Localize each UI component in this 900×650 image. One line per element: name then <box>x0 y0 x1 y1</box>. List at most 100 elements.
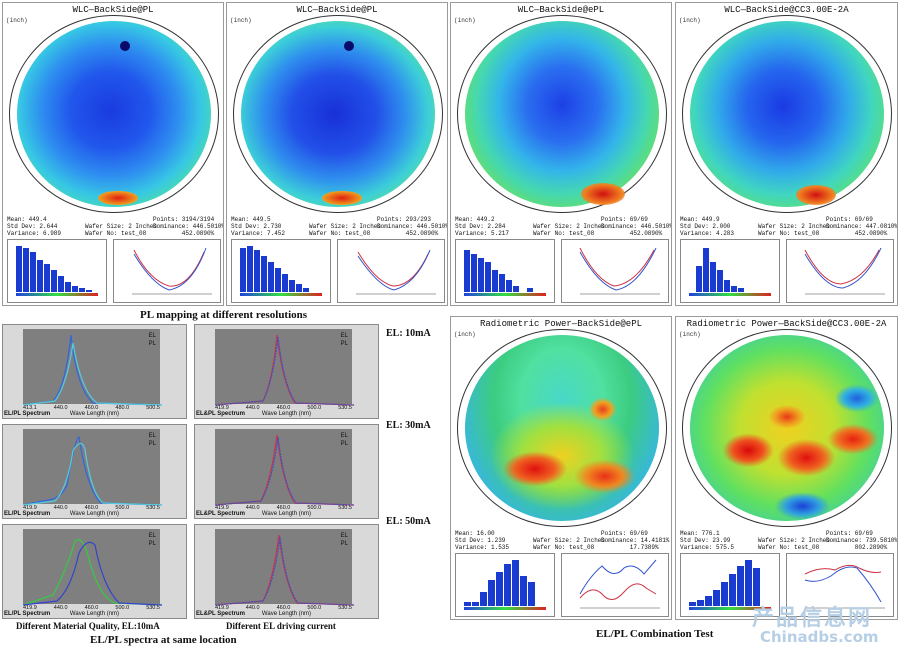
spectrum-svg <box>23 334 162 406</box>
spectrum-legend: EL PL <box>149 532 156 548</box>
stats-right: Points: 69/69 Dominance: 446.5010% 452.0… <box>601 216 672 237</box>
label-el-50ma: EL: 50mA <box>386 516 431 527</box>
watermark-logo-en: Chinadbs.com <box>760 628 879 646</box>
stats-block: Mean: 449.4 Std Dev: 2.644 Variance: 6.9… <box>7 216 62 237</box>
radiometric-panel-2: Radiometric Power—BackSide@CC3.00E-2A (i… <box>675 316 898 620</box>
distance-plot <box>786 553 894 617</box>
distance-svg <box>804 564 885 609</box>
unit-label: (inch) <box>454 17 476 24</box>
panel-title: Radiometric Power—BackSide@CC3.00E-2A <box>686 319 887 329</box>
stats-right: Points: 69/69 Dominance: 739.5810% 802.2… <box>826 530 898 551</box>
histogram <box>7 239 107 303</box>
histogram <box>680 239 780 303</box>
tick: 460.0 <box>84 605 99 611</box>
wafer-map <box>465 21 659 207</box>
x-label: Wave Length (nm) <box>261 411 312 417</box>
distance-plot <box>337 239 445 303</box>
histogram-svg <box>464 560 546 610</box>
stats-block: Mean: 16.00 Std Dev: 1.239 Variance: 1.5… <box>455 530 510 551</box>
legend-el: EL <box>340 533 348 539</box>
stats-block: Mean: 449.5 Std Dev: 2.730 Variance: 7.4… <box>231 216 286 237</box>
caption-different-material: Different Material Quality, EL:10mA <box>16 621 160 631</box>
legend-el: EL <box>148 433 156 439</box>
x-ticks: 419.9 440.0 460.0 500.0 530.5 <box>215 505 352 511</box>
tick: 460.0 <box>276 505 291 511</box>
histogram-svg <box>16 246 98 296</box>
tick: 530.5 <box>146 605 160 611</box>
wafer-panel-1: WLC—BackSide@PL (inch) Mean: 449.4 Std D… <box>2 2 224 306</box>
label-el-30ma: EL: 30mA <box>386 420 431 431</box>
wafer-map <box>690 335 884 521</box>
spectrum-panel-5: EL PL 419.9 440.0 460.0 500.0 530.5 Wave Leng… <box>2 524 187 619</box>
panel-title: WLC—BackSide@CC3.00E-2A <box>724 5 849 15</box>
legend-el: EL <box>148 333 156 339</box>
tick: 419.9 <box>215 505 229 511</box>
x-ticks: 419.9 440.0 460.0 500.0 530.5 <box>215 605 352 611</box>
caption-combination-test: EL/PL Combination Test <box>596 628 714 640</box>
spectrum-plot <box>23 329 162 406</box>
tick: 419.9 <box>23 605 37 611</box>
unit-label: (inch) <box>454 331 476 338</box>
spectrum-panel-1: EL PL 413.1 440.0 460.0 480.0 500.5 Wave Leng… <box>2 324 187 419</box>
legend-pl: PL <box>148 341 156 347</box>
watermark-logo-cn: 产品信息网 <box>752 606 873 631</box>
caption-different-el: Different EL driving current <box>226 621 336 631</box>
tick: 460.0 <box>276 605 291 611</box>
wafer-map <box>241 21 435 207</box>
stats-block: Mean: 449.2 Std Dev: 2.284 Variance: 5.2… <box>455 216 510 237</box>
legend-pl: PL <box>148 441 156 447</box>
unit-label: (inch) <box>679 331 701 338</box>
spectrum-label: EL&PL Spectrum <box>196 611 245 617</box>
wafer-spot <box>344 41 354 51</box>
tick: 500.0 <box>115 505 130 511</box>
wafer-hotspot <box>98 191 138 205</box>
x-label: Wave Length (nm) <box>69 411 120 417</box>
tick: 413.1 <box>23 405 37 411</box>
legend-el: EL <box>340 433 348 439</box>
tick: 440.0 <box>53 405 68 411</box>
tick: 530.5 <box>338 605 352 611</box>
spectrum-panel-3: EL PL 419.9 440.0 460.0 500.0 530.5 Wave Leng… <box>2 424 187 519</box>
legend-pl: PL <box>148 541 156 547</box>
spectrum-legend: EL PL <box>341 332 348 348</box>
panel-title: Radiometric Power—BackSide@ePL <box>479 319 643 329</box>
spectrum-svg <box>215 434 354 506</box>
distance-plot <box>561 239 669 303</box>
wafer-map <box>465 335 659 521</box>
x-label: Wave Length (nm) <box>69 611 120 617</box>
tick: 440.0 <box>53 505 68 511</box>
histogram-svg <box>689 560 771 610</box>
panel-title: WLC—BackSide@ePL <box>517 5 605 15</box>
stats-block: Mean: 449.9 Std Dev: 2.000 Variance: 4.2… <box>680 216 735 237</box>
tick: 500.0 <box>307 405 322 411</box>
stats-right: Points: 69/69 Dominance: 447.0810% 452.0… <box>826 216 898 237</box>
tick: 460.0 <box>84 505 99 511</box>
legend-pl: PL <box>340 341 348 347</box>
spectrum-svg <box>215 334 354 406</box>
spectrum-label: EL&PL Spectrum <box>196 411 245 417</box>
caption-pl-mapping: PL mapping at different resolutions <box>140 309 308 321</box>
distance-plot <box>786 239 894 303</box>
histogram-svg <box>689 248 771 296</box>
stats-mid: Wafer Size: 2 Inches Wafer No: test_08 <box>758 223 831 237</box>
spectrum-legend: EL PL <box>341 532 348 548</box>
x-label: Wave Length (nm) <box>69 511 120 517</box>
legend-pl: PL <box>340 541 348 547</box>
spectrum-svg <box>215 534 354 606</box>
spectrum-label: EL&PL Spectrum <box>196 511 245 517</box>
unit-label: (inch) <box>679 17 701 24</box>
radiometric-panel-1: Radiometric Power—BackSide@ePL (inch) Me… <box>450 316 672 620</box>
histogram <box>680 553 780 617</box>
tick: 440.0 <box>245 405 260 411</box>
spectrum-legend: EL PL <box>341 432 348 448</box>
spectrum-plot <box>215 429 354 506</box>
distance-svg <box>579 247 660 295</box>
x-label: Wave Length (nm) <box>261 511 312 517</box>
x-ticks: 413.1 440.0 460.0 480.0 500.5 <box>23 405 160 411</box>
distance-svg <box>579 559 660 609</box>
label-el-10ma: EL: 10mA <box>386 328 431 339</box>
spectrum-plot <box>23 429 162 506</box>
tick: 419.9 <box>23 505 37 511</box>
tick: 440.0 <box>245 605 260 611</box>
legend-el: EL <box>340 333 348 339</box>
